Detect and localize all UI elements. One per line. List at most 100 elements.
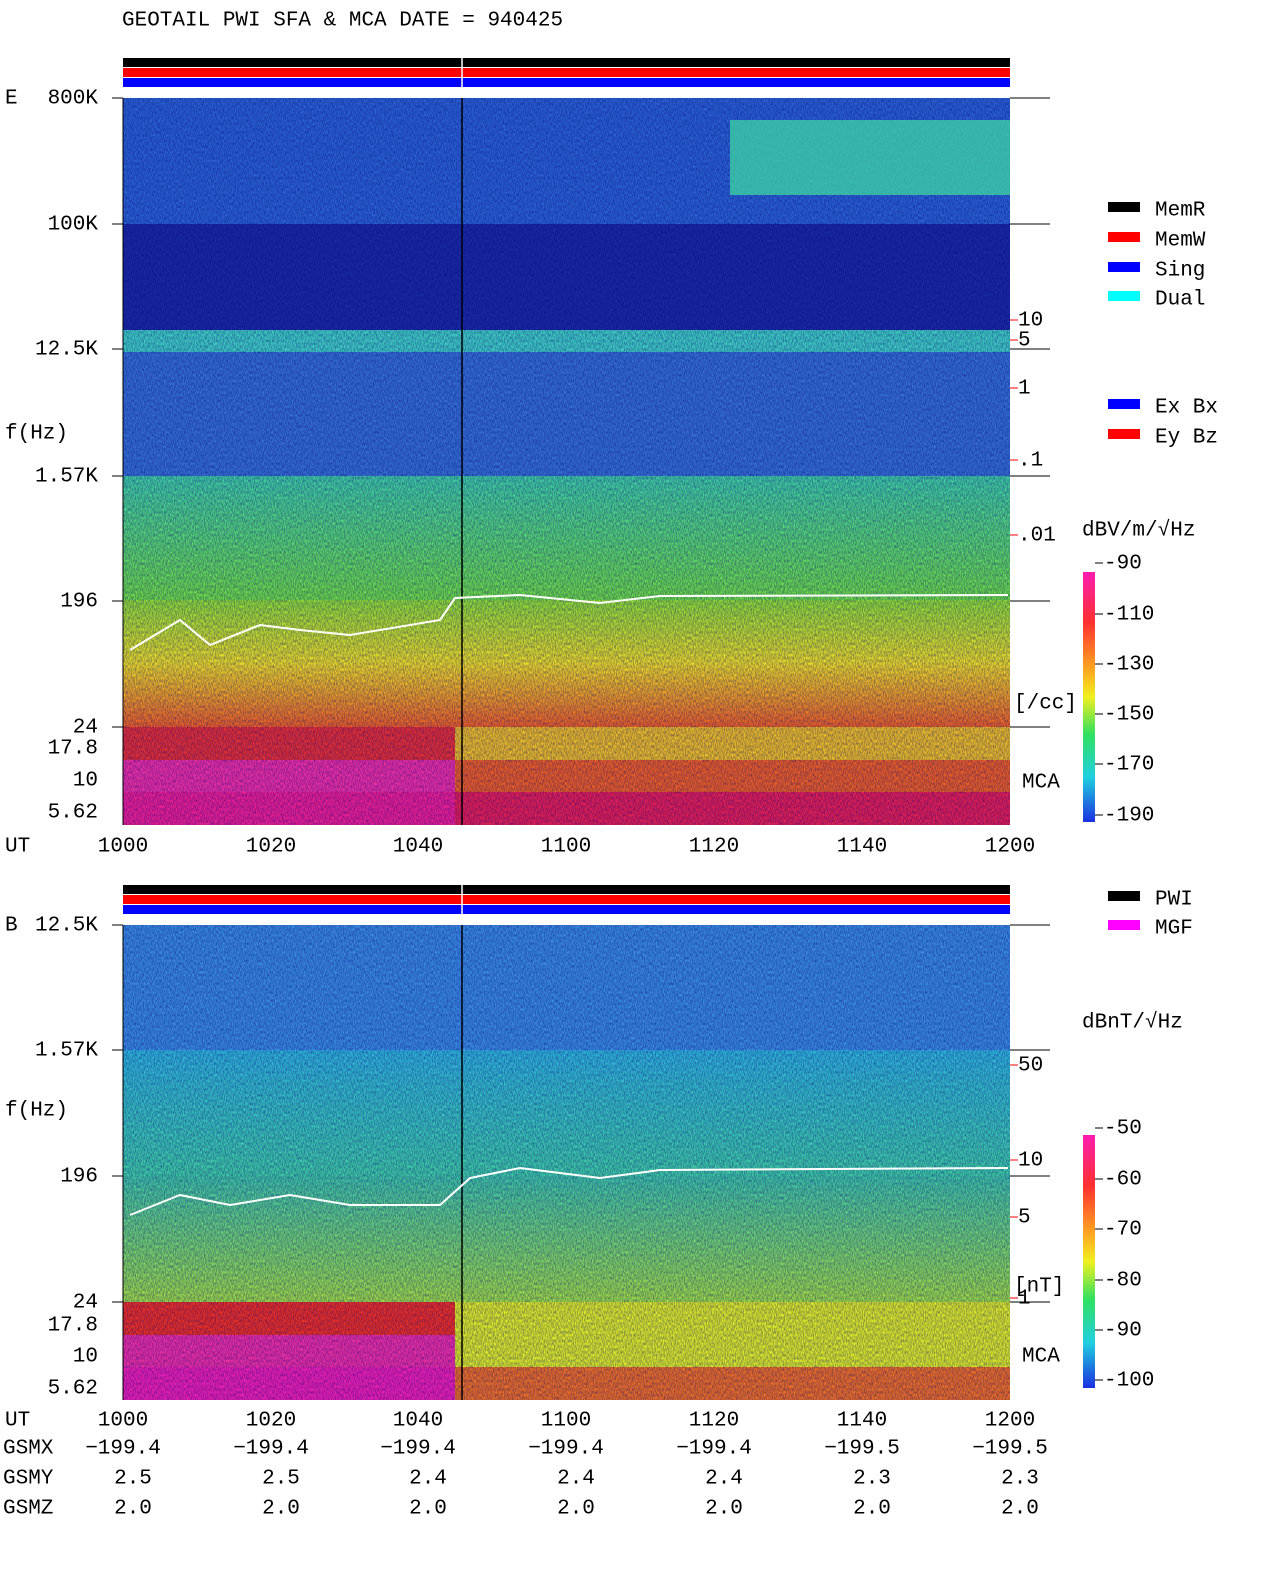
- colorbar: [1083, 1135, 1095, 1388]
- legend-label: Ex Bx: [1155, 397, 1218, 420]
- y-tick-label: 10: [73, 770, 98, 793]
- orbit-value: −199.4: [85, 1438, 161, 1461]
- y-tick-label: 12.5K: [35, 339, 98, 362]
- legend-swatch: [1108, 262, 1140, 272]
- colorbar-tick-label: -90: [1104, 553, 1142, 576]
- orbit-value: 2.0: [114, 1498, 152, 1521]
- orbit-label: GSMZ: [3, 1498, 53, 1521]
- x-tick-label: 1140: [837, 836, 887, 859]
- title: GEOTAIL PWI SFA & MCA DATE = 940425: [122, 10, 563, 33]
- legend-swatch: [1108, 429, 1140, 439]
- x-axis-label: UT: [5, 1410, 30, 1433]
- status-bar: [123, 885, 1010, 894]
- colorbar: [1083, 572, 1095, 822]
- orbit-value: 2.4: [557, 1468, 595, 1491]
- y-tick-label: 24: [73, 717, 98, 740]
- spectrogram-noise: [123, 98, 1010, 825]
- mca-label: MCA: [1022, 772, 1060, 795]
- y-tick-label: 100K: [48, 214, 99, 237]
- panel-label: E: [5, 88, 18, 111]
- y-tick-label: 17.8: [48, 1315, 98, 1338]
- y-tick-label: 1.57K: [35, 466, 98, 489]
- colorbar-tick-label: -100: [1104, 1370, 1154, 1393]
- colorbar-unit: dBV/m/√Hz: [1082, 519, 1195, 543]
- colorbar-tick-label: -170: [1104, 754, 1154, 777]
- y-tick-label: 5.62: [48, 1378, 98, 1401]
- x-tick-label: 1020: [246, 1410, 296, 1433]
- panel-label: B: [5, 915, 18, 938]
- colorbar-unit: dBnT/√Hz: [1082, 1011, 1183, 1035]
- y-axis-label: f(Hz): [5, 1100, 68, 1123]
- legend-swatch: [1108, 232, 1140, 242]
- orbit-value: 2.0: [705, 1498, 743, 1521]
- emission-patch: [730, 120, 1010, 195]
- orbit-label: GSMY: [3, 1468, 54, 1491]
- density-tick-label: 5: [1018, 1207, 1031, 1230]
- density-trace: [129, 593, 1009, 651]
- colorbar-tick-label: -50: [1104, 1118, 1142, 1141]
- y-tick-label: 12.5K: [35, 915, 98, 938]
- density-tick-label: .01: [1018, 525, 1056, 548]
- orbit-value: 2.3: [1001, 1468, 1039, 1491]
- legend-label: Ey Bz: [1155, 427, 1218, 450]
- x-tick-label: 1040: [393, 836, 443, 859]
- status-bar: [123, 78, 1010, 87]
- orbit-value: −199.4: [528, 1438, 604, 1461]
- y-tick-label: 5.62: [48, 802, 98, 825]
- mca-label: MCA: [1022, 1346, 1060, 1369]
- status-bar: [123, 895, 1010, 904]
- orbit-value: 2.0: [853, 1498, 891, 1521]
- legend-swatch: [1108, 920, 1140, 930]
- colorbar-tick-label: -70: [1104, 1219, 1142, 1242]
- orbit-value: 2.0: [409, 1498, 447, 1521]
- y-tick-label: 800K: [48, 88, 99, 111]
- y-tick-label: 24: [73, 1292, 98, 1315]
- density-tick-label: .1: [1018, 450, 1043, 473]
- density-unit: [/cc]: [1014, 693, 1077, 716]
- orbit-value: 2.3: [853, 1468, 891, 1491]
- colorbar-tick-label: -130: [1104, 654, 1154, 677]
- x-tick-label: 1120: [689, 1410, 739, 1433]
- legend-label: Sing: [1155, 260, 1205, 283]
- y-tick-label: 196: [60, 1166, 98, 1189]
- x-tick-label: 1200: [985, 1410, 1035, 1433]
- orbit-value: 2.0: [1001, 1498, 1039, 1521]
- legend-swatch: [1108, 891, 1140, 901]
- orbit-value: −199.5: [972, 1438, 1048, 1461]
- density-tick-label: 10: [1018, 1150, 1043, 1173]
- legend-label: MemR: [1155, 200, 1206, 223]
- density-tick-label: 1: [1018, 378, 1031, 401]
- density-trace: [129, 1166, 1009, 1216]
- density-tick-label: 50: [1018, 1055, 1043, 1078]
- colorbar-tick-label: -150: [1104, 704, 1154, 727]
- density-tick-label: 1: [1018, 1288, 1031, 1311]
- legend-label: PWI: [1155, 889, 1193, 912]
- legend-swatch: [1108, 202, 1140, 212]
- legend-swatch: [1108, 291, 1140, 301]
- legend-label: MGF: [1155, 918, 1193, 941]
- orbit-value: 2.5: [262, 1468, 300, 1491]
- colorbar-tick-label: -190: [1104, 805, 1154, 828]
- colorbar-tick-label: -110: [1104, 604, 1154, 627]
- orbit-value: 2.5: [114, 1468, 152, 1491]
- density-tick-label: 10: [1018, 310, 1043, 333]
- y-tick-label: 1.57K: [35, 1040, 98, 1063]
- orbit-value: −199.4: [233, 1438, 309, 1461]
- orbit-value: 2.0: [557, 1498, 595, 1521]
- orbit-value: −199.4: [380, 1438, 456, 1461]
- colorbar-tick-label: -90: [1104, 1320, 1142, 1343]
- x-tick-label: 1140: [837, 1410, 887, 1433]
- orbit-label: GSMX: [3, 1438, 54, 1461]
- x-tick-label: 1000: [98, 1410, 148, 1433]
- orbit-value: −199.5: [824, 1438, 900, 1461]
- status-bar: [123, 68, 1010, 77]
- x-tick-label: 1000: [98, 836, 148, 859]
- density-tick-label: 5: [1018, 330, 1031, 353]
- y-tick-label: 10: [73, 1346, 98, 1369]
- x-tick-label: 1120: [689, 836, 739, 859]
- y-tick-label: 17.8: [48, 738, 98, 761]
- orbit-value: 2.0: [262, 1498, 300, 1521]
- x-tick-label: 1040: [393, 1410, 443, 1433]
- y-axis-label: f(Hz): [5, 423, 68, 446]
